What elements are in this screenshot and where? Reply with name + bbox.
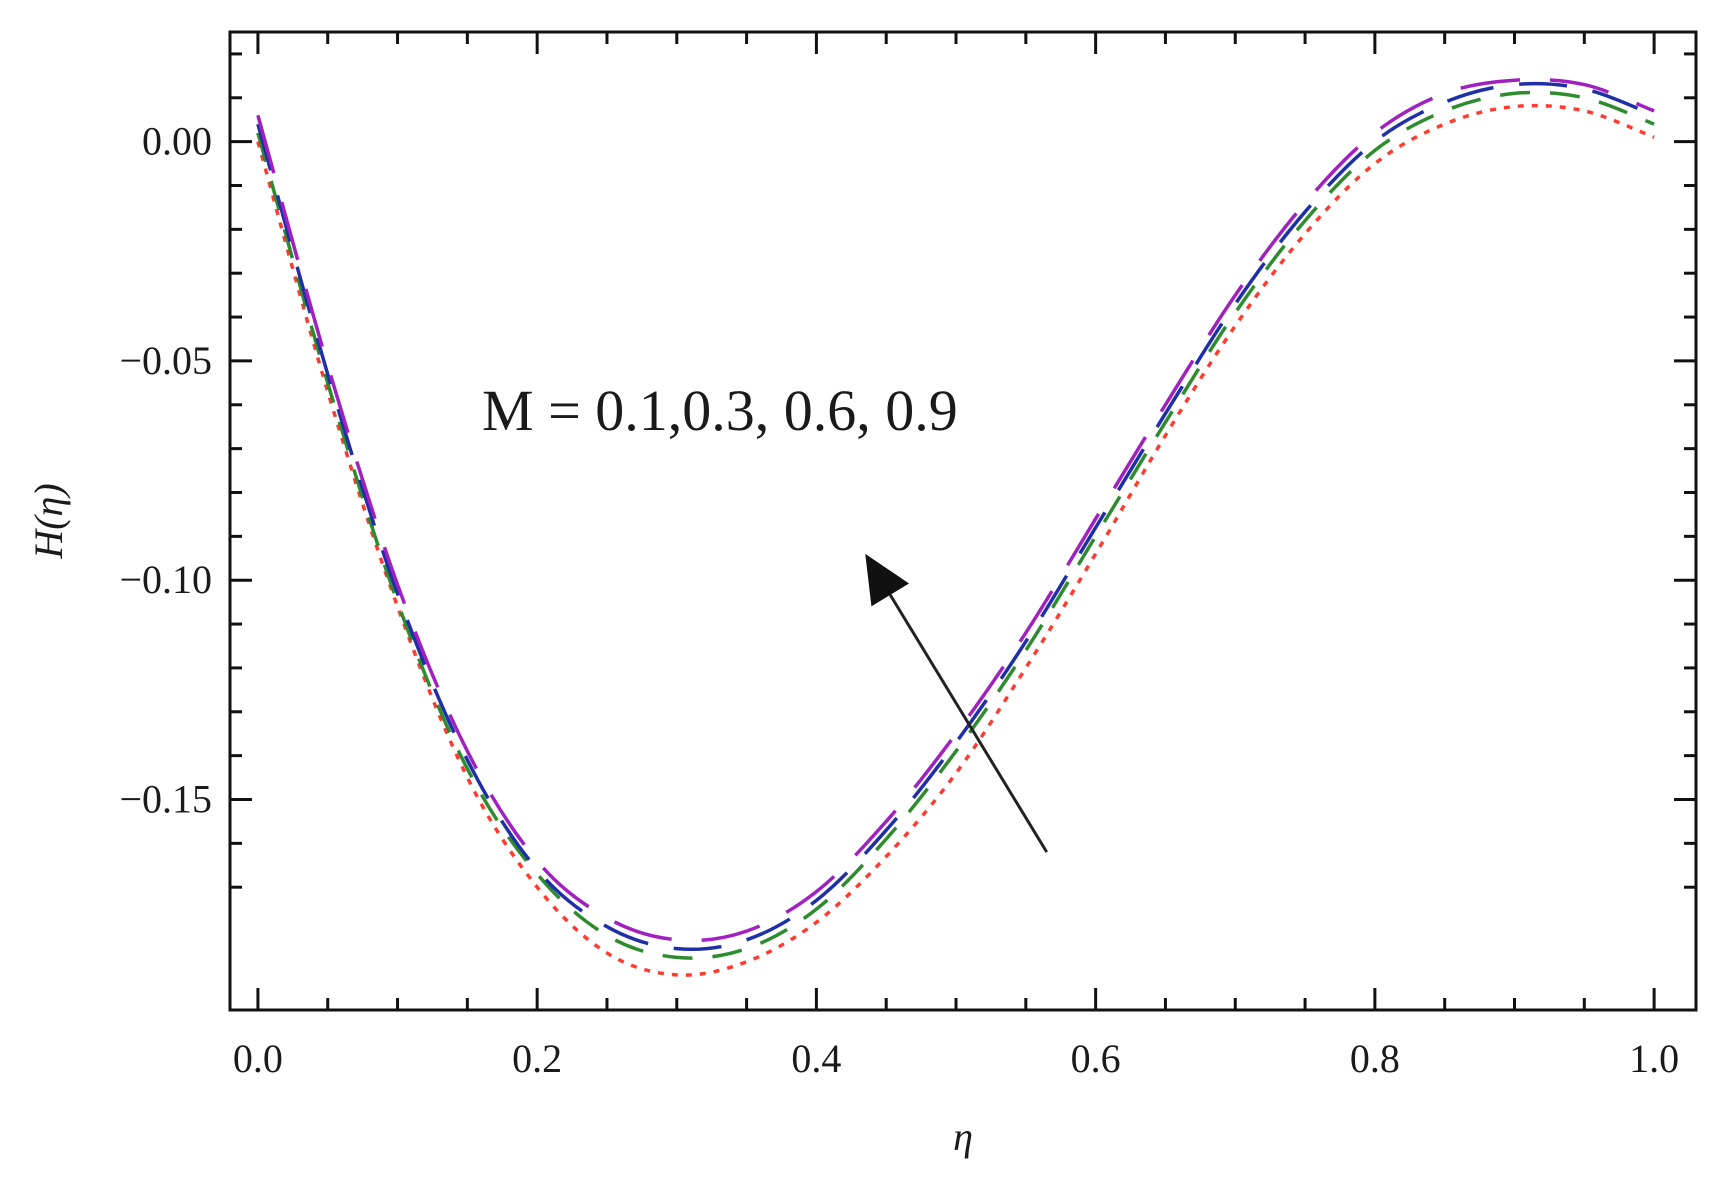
y-tick-label: −0.15 [119, 776, 212, 821]
axis-ticks [230, 32, 1696, 1010]
x-tick-label: 0.8 [1350, 1036, 1400, 1081]
x-tick-label: 0.6 [1071, 1036, 1121, 1081]
annotation-arrow [865, 553, 1049, 853]
x-tick-label: 0.4 [791, 1036, 841, 1081]
annotation-label: M = 0.1,0.3, 0.6, 0.9 [482, 378, 958, 443]
y-tick-label: −0.05 [119, 338, 212, 383]
arrow-shaft [888, 594, 1049, 853]
series-line-3 [256, 81, 1655, 952]
series-layer [256, 77, 1655, 977]
axis-tick-labels: 0.0 0.2 0.4 0.6 0.8 1.0 0.00 −0.05 −0.10 −0.15 [119, 119, 1679, 1081]
series-line-2 [256, 90, 1655, 960]
series-line-4 [256, 77, 1655, 943]
y-tick-label: −0.10 [119, 557, 212, 602]
x-tick-label: 0.0 [233, 1036, 283, 1081]
x-tick-label: 1.0 [1629, 1036, 1679, 1081]
arrow-head [865, 553, 910, 607]
series-line-1 [256, 103, 1655, 977]
x-axis-title: η [953, 1114, 973, 1159]
y-tick-label: 0.00 [142, 119, 212, 164]
x-tick-label: 0.2 [512, 1036, 562, 1081]
plot-frame [228, 30, 1698, 1012]
y-axis-title: H(η) [26, 483, 71, 559]
